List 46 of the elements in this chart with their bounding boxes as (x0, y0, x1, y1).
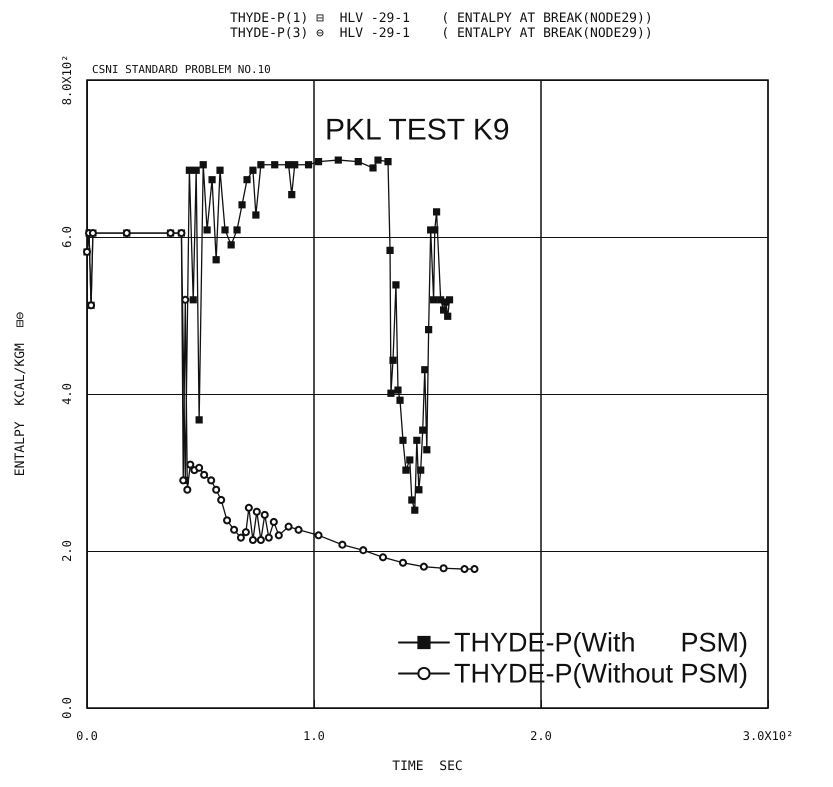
point (398, 558, 407, 567)
point (207, 476, 216, 484)
point (284, 522, 293, 531)
x-axis-title: TIME SEC (392, 759, 463, 774)
point (440, 564, 448, 572)
point (244, 504, 253, 512)
point (420, 562, 428, 571)
y-tick-label: 4.0 (60, 383, 74, 405)
point (460, 565, 468, 574)
point (338, 540, 346, 549)
x-tick-label: 2.0 (530, 729, 552, 743)
y-axis-title: ENTALPY KCAL/KGM ⊟⊖ (13, 312, 28, 476)
point (223, 516, 232, 524)
x-tick-label: 3.0X10² (742, 729, 794, 743)
point (314, 531, 323, 540)
y-tick-label: 0.0 (60, 697, 74, 719)
point (230, 526, 238, 534)
point (186, 460, 194, 469)
point (359, 546, 368, 554)
point (294, 526, 303, 534)
point (256, 536, 265, 544)
text: CSNI STANDARD PROBLEM NO.10 (92, 63, 271, 76)
text: PKL TEST K9 (325, 114, 510, 146)
point (212, 486, 220, 494)
point (264, 534, 273, 542)
point (242, 528, 250, 536)
point (217, 496, 226, 504)
point (248, 536, 257, 544)
text: THYDE-P(1) ⊟ HLV -29-1 ( ENTALPY AT BREAK(NODE29)) (230, 11, 653, 26)
point (195, 464, 204, 472)
point (270, 518, 278, 526)
point (470, 565, 478, 574)
point (200, 470, 208, 479)
y-tick-label: 2.0 (60, 540, 74, 562)
point (236, 534, 245, 542)
point (379, 553, 388, 562)
point (260, 510, 269, 519)
y-tick-label: 8.0X10² (60, 54, 74, 106)
point (252, 508, 261, 516)
point (181, 296, 190, 304)
x-tick-label: 1.0 (303, 729, 325, 743)
point (183, 486, 192, 494)
text: THYDE-P(3) ⊖ HLV -29-1 ( ENTALPY AT BREAK(NODE29)) (230, 26, 653, 41)
x-tick-label: 0.0 (76, 729, 98, 743)
point (274, 531, 283, 540)
y-tick-label: 6.0 (60, 226, 74, 248)
